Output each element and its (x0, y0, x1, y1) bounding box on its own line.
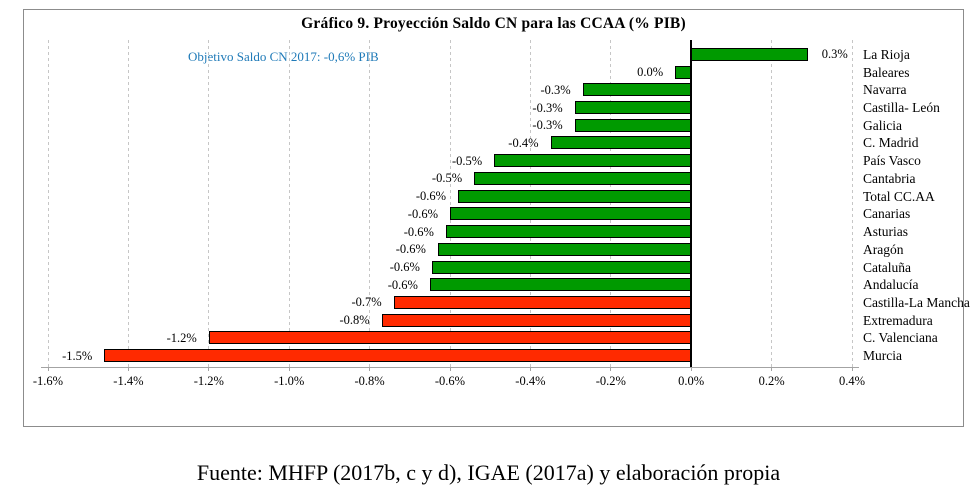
category-label: Castilla-La Mancha (863, 294, 970, 310)
x-tick-label: 0.0% (678, 374, 705, 388)
bar (474, 171, 692, 185)
x-tick-label: -1.6% (32, 374, 64, 388)
category-label: País Vasco (863, 153, 921, 169)
category-label: C. Valenciana (863, 330, 938, 346)
bar-value-label: -0.6% (415, 189, 447, 204)
gridline (449, 40, 451, 367)
bar-value-label: -0.6% (387, 277, 418, 292)
gridline (771, 40, 773, 367)
bar (431, 260, 692, 274)
category-label: Canarias (863, 206, 911, 222)
bar (574, 101, 692, 115)
zero-axis-line (690, 40, 693, 367)
x-tick-mark (288, 367, 290, 371)
bar (691, 47, 808, 61)
x-tick-mark (47, 367, 49, 371)
bar (550, 136, 692, 150)
bar (437, 242, 692, 256)
bar-value-label: -0.6% (389, 260, 420, 275)
category-label: Castilla- León (863, 100, 940, 116)
x-tick-label: -0.8% (354, 374, 385, 388)
x-tick-label: -0.4% (515, 374, 546, 388)
category-label: C. Madrid (863, 135, 919, 151)
gridline (369, 40, 371, 367)
gridline (47, 40, 49, 367)
gridline (127, 40, 129, 367)
plot-area: 0.3% La Rioja 0.0% Baleares -0.3% Navarra -0.3… (24, 10, 970, 426)
x-tick-label: 0.2% (758, 374, 785, 388)
bar (582, 83, 692, 97)
bar-value-label: -0.3% (532, 100, 563, 115)
chart-title: Gráfico 9. Proyección Saldo CN para las … (301, 15, 686, 32)
bar (429, 278, 692, 292)
bar-value-label: -0.4% (508, 135, 539, 150)
gridline (610, 40, 612, 367)
gridline (529, 40, 531, 367)
category-label: Cantabria (863, 170, 916, 186)
category-label: Cataluña (863, 259, 911, 275)
category-label: Baleares (863, 64, 910, 80)
x-tick-mark (851, 367, 853, 371)
bar-value-label: -1.2% (166, 330, 197, 345)
bar-value-label: -0.3% (540, 82, 571, 97)
x-tick-mark (127, 367, 129, 371)
source-caption: Fuente: MHFP (2017b, c y d), IGAE (2017a… (196, 460, 781, 485)
x-tick-label: -1.4% (113, 374, 144, 388)
bar-value-label: -0.5% (431, 171, 463, 186)
category-label: Aragón (863, 241, 904, 257)
bar-value-label: 0.0% (637, 65, 664, 80)
x-tick-mark (529, 367, 531, 371)
category-label: Asturias (863, 224, 908, 240)
gridline (208, 40, 210, 367)
bar (450, 207, 692, 221)
bar (381, 313, 692, 327)
gridline (851, 40, 853, 367)
x-tick-mark (369, 367, 371, 371)
bar-value-label: -0.6% (403, 224, 434, 239)
bar (393, 295, 692, 309)
bar (208, 331, 692, 345)
x-tick-mark (208, 367, 210, 371)
bar-value-label: 0.3% (821, 47, 848, 62)
category-label: Extremadura (863, 312, 933, 328)
category-label: Navarra (863, 82, 907, 98)
category-label: Murcia (863, 348, 902, 364)
category-label: Andalucía (863, 277, 919, 293)
bar (675, 65, 692, 79)
x-tick-mark (449, 367, 451, 371)
x-tick-label: -1.0% (274, 374, 305, 388)
bar (445, 225, 692, 239)
bar (104, 349, 692, 363)
bar-value-label: -1.5% (62, 348, 93, 363)
x-tick-label: -0.2% (595, 374, 626, 388)
x-tick-mark (771, 367, 773, 371)
bar-value-label: -0.8% (339, 313, 370, 328)
bar-value-label: -0.5% (452, 153, 483, 168)
x-tick-label: -0.6% (434, 374, 466, 388)
gridline (288, 40, 290, 367)
x-tick-mark (690, 367, 692, 371)
category-label: La Rioja (863, 46, 910, 62)
bar (574, 118, 692, 132)
bar (494, 154, 692, 168)
category-label: Total CC.AA (863, 188, 935, 204)
bar-value-label: -0.3% (532, 118, 563, 133)
x-tick-label: 0.4% (838, 374, 866, 388)
x-tick-mark (610, 367, 612, 371)
x-tick-label: -1.2% (193, 374, 224, 388)
chart-frame: Gráfico 9. Proyección Saldo CN para las … (23, 9, 970, 427)
target-annotation: Objetivo Saldo CN 2017: -0,6% PIB (188, 49, 379, 64)
bar-value-label: -0.7% (351, 295, 382, 310)
bar-value-label: -0.6% (407, 206, 438, 221)
bar-value-label: -0.6% (395, 242, 426, 257)
bar (458, 189, 692, 203)
category-label: Galicia (863, 117, 902, 133)
